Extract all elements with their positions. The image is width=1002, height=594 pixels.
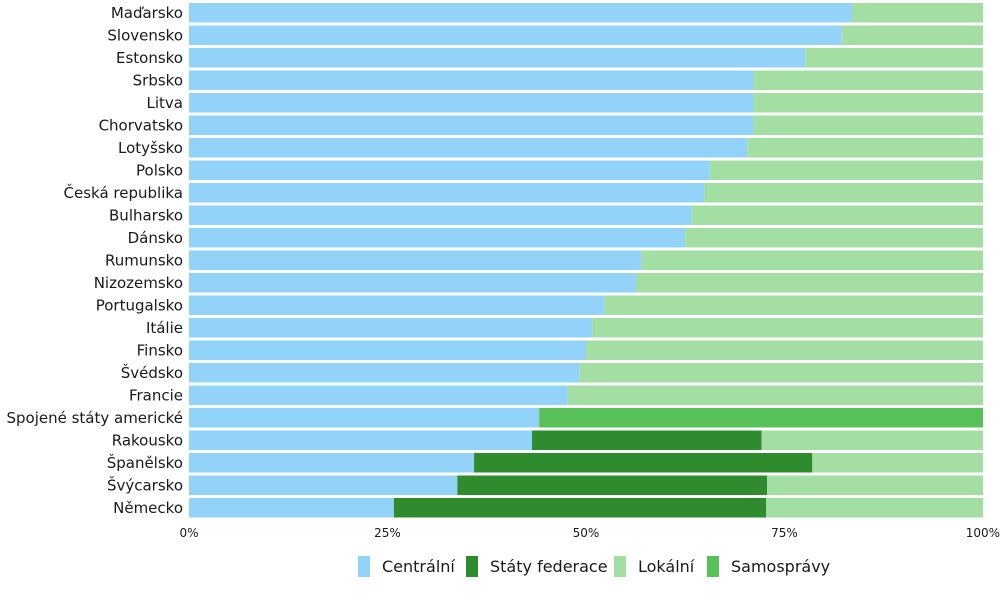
bar-segment: [579, 363, 983, 383]
bar-segment: [189, 318, 593, 338]
category-label: Německo: [113, 499, 183, 517]
x-tick-label: 25%: [374, 526, 401, 540]
legend-swatch: [707, 556, 719, 577]
legend-label: Lokální: [638, 557, 695, 576]
bar-segment: [691, 205, 983, 225]
legend-swatch: [614, 556, 626, 577]
category-label: Litva: [147, 94, 183, 112]
x-tick-label: 0%: [179, 526, 198, 540]
bar-segment: [189, 70, 754, 90]
bar-segment: [532, 430, 762, 450]
legend-swatch: [358, 556, 370, 577]
bar-segment: [709, 160, 983, 180]
bar-segment: [805, 48, 983, 68]
category-label: Nizozemsko: [94, 274, 183, 292]
bar-segment: [189, 93, 754, 113]
x-tick-label: 50%: [573, 526, 600, 540]
category-label: Srbsko: [133, 71, 183, 89]
bar-segment: [766, 498, 983, 518]
bar-segment: [841, 25, 983, 45]
category-label: Polsko: [136, 161, 183, 179]
category-label: Rakousko: [112, 431, 183, 449]
bar-segment: [704, 183, 983, 203]
category-label: Maďarsko: [111, 4, 183, 22]
bar-segment: [189, 453, 475, 473]
bar-segment: [753, 115, 983, 135]
bar-segment: [189, 475, 458, 495]
bar-segment: [189, 228, 686, 248]
category-label: Slovensko: [107, 26, 183, 44]
category-label: Bulharsko: [109, 206, 183, 224]
bar-segment: [189, 363, 580, 383]
category-label: Estonsko: [116, 49, 183, 67]
bar-segment: [753, 93, 983, 113]
bar-segment: [767, 475, 983, 495]
bar-segment: [685, 228, 983, 248]
legend: Centrální Státy federace Lokální Samosprávy: [358, 556, 830, 577]
category-label: Rumunsko: [105, 251, 183, 269]
bar-segment: [851, 3, 983, 23]
bar-segment: [539, 408, 983, 428]
x-axis: 0% 25% 50% 75% 100%: [179, 526, 1000, 540]
category-label: Itálie: [146, 319, 183, 337]
bar-segment: [189, 385, 568, 405]
bar-segment: [189, 250, 642, 270]
category-label: Dánsko: [128, 229, 183, 247]
bar-segment: [189, 25, 842, 45]
x-tick-label: 100%: [966, 526, 1000, 540]
category-label: Spojené státy americké: [6, 409, 183, 427]
category-label: Švédsko: [121, 363, 183, 382]
bar-segment: [189, 408, 540, 428]
bar-segment: [189, 295, 605, 315]
bar-segment: [189, 3, 852, 23]
category-label: Švýcarsko: [107, 475, 183, 494]
legend-label: Centrální: [382, 557, 455, 576]
bar-segment: [747, 138, 983, 158]
category-label: Česká republika: [64, 183, 183, 202]
bars-layer: [189, 3, 983, 518]
bar-segment: [812, 453, 983, 473]
bar-segment: [592, 318, 983, 338]
bar-segment: [189, 48, 806, 68]
bar-segment: [189, 205, 692, 225]
x-tick-label: 75%: [771, 526, 798, 540]
bar-segment: [474, 453, 813, 473]
legend-label: Státy federace: [490, 557, 608, 576]
bar-segment: [567, 385, 983, 405]
category-label: Francie: [129, 386, 183, 404]
category-labels: Maďarsko Slovensko Estonsko Srbsko Litva Chor…: [6, 4, 183, 517]
bar-segment: [189, 430, 533, 450]
bar-segment: [761, 430, 983, 450]
bar-segment: [189, 115, 754, 135]
bar-segment: [636, 273, 983, 293]
bar-segment: [457, 475, 768, 495]
bar-segment: [641, 250, 983, 270]
bar-segment: [189, 273, 637, 293]
category-label: Portugalsko: [96, 296, 183, 314]
bar-segment: [604, 295, 983, 315]
category-label: Chorvatsko: [99, 116, 183, 134]
bar-segment: [189, 183, 705, 203]
bar-segment: [189, 340, 586, 360]
bar-segment: [189, 160, 710, 180]
bar-segment: [189, 138, 748, 158]
category-label: Španělsko: [107, 453, 183, 472]
bar-segment: [393, 498, 767, 518]
category-label: Finsko: [137, 341, 183, 359]
bar-segment: [753, 70, 983, 90]
legend-swatch: [466, 556, 478, 577]
bar-segment: [189, 498, 394, 518]
category-label: Lotyšsko: [118, 139, 183, 157]
bar-segment: [586, 340, 983, 360]
legend-label: Samosprávy: [731, 557, 830, 576]
